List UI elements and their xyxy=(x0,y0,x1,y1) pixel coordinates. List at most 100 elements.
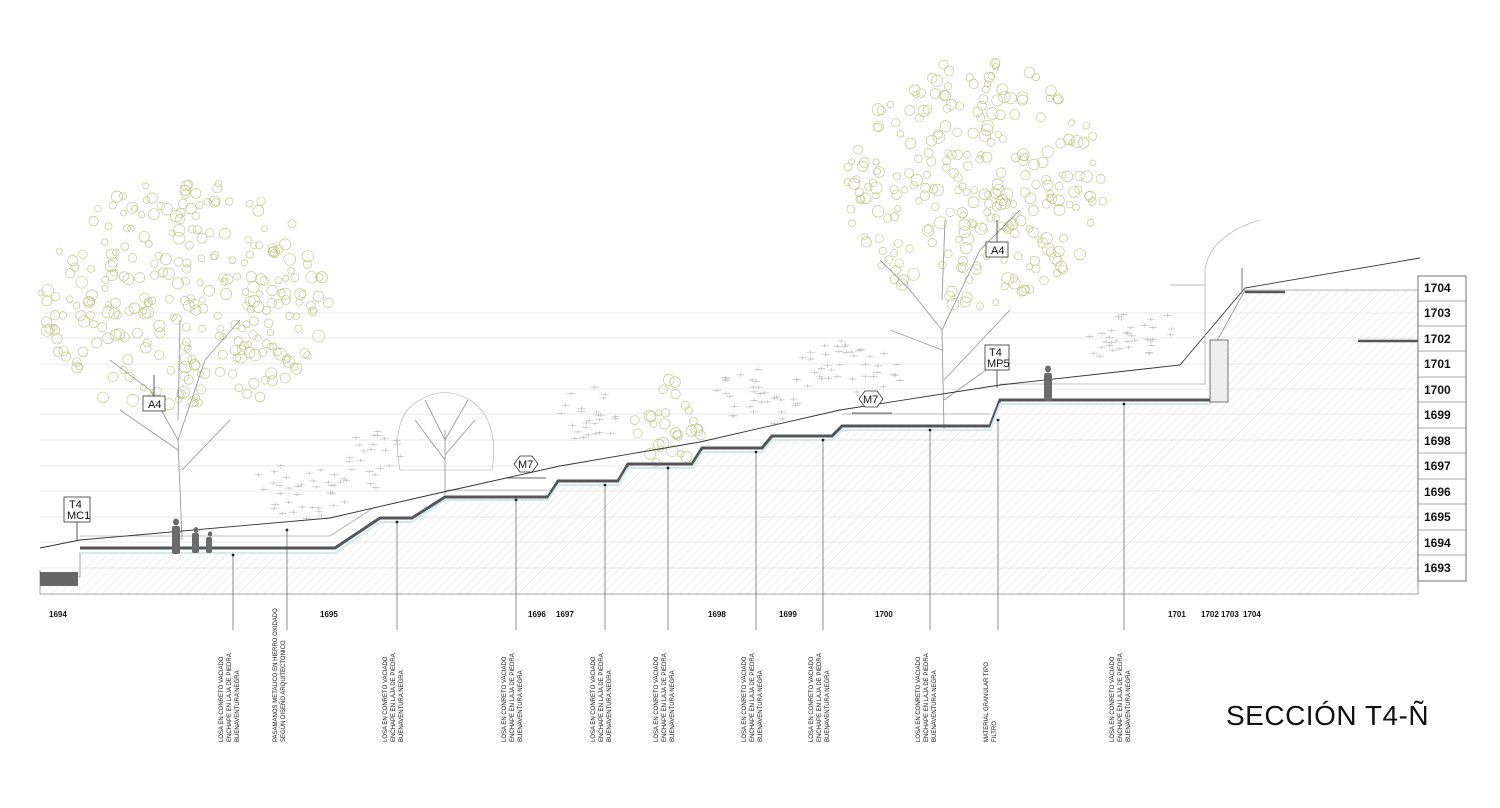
foliage-circle xyxy=(978,188,991,201)
callout-text: BUENAVENTURA NEGRA xyxy=(670,670,676,742)
station-label: 1695 xyxy=(320,610,338,619)
shrub-mark xyxy=(855,348,863,353)
shrub-mark xyxy=(1114,314,1123,319)
shrub-mark xyxy=(879,384,888,389)
foliage-circle xyxy=(1014,252,1023,261)
foliage-circle xyxy=(944,65,955,76)
foliage-circle xyxy=(208,195,221,208)
elevation-label: 1700 xyxy=(1424,383,1451,397)
foliage-circle xyxy=(959,296,971,308)
tag-a4-left: A4 xyxy=(142,375,166,412)
elevation-grid xyxy=(40,312,1418,595)
foliage-circle xyxy=(215,180,223,188)
shrub-mark xyxy=(1145,351,1153,356)
foliage-circle xyxy=(287,267,295,275)
foliage-circle xyxy=(945,207,955,217)
foliage-circle xyxy=(266,342,274,350)
shrub-mark xyxy=(725,394,734,399)
shrub-mark xyxy=(1115,346,1124,351)
shrub-mark xyxy=(1163,313,1172,318)
callout-text: ENCHAPE EN LAJA DE PIEDRA xyxy=(599,653,605,742)
foliage-circle xyxy=(991,202,1002,212)
foliage-circle xyxy=(240,259,248,266)
shrub-mark xyxy=(869,374,878,379)
shrubs xyxy=(254,312,1176,521)
foliage-circle xyxy=(669,376,681,388)
foliage-circle xyxy=(78,315,91,328)
foliage-circle xyxy=(921,224,935,237)
terrain-profile-line xyxy=(39,257,1421,549)
foliage-circle xyxy=(894,205,902,212)
shrub-mark xyxy=(259,487,268,492)
shrub-mark xyxy=(298,504,307,509)
foliage-circle xyxy=(278,287,292,301)
foliage-circle xyxy=(987,72,996,80)
shrub-mark xyxy=(561,403,570,408)
shrub-mark xyxy=(833,374,842,379)
foliage-circle xyxy=(127,225,135,233)
shrub-mark xyxy=(756,391,765,396)
foliage-circle xyxy=(944,290,956,302)
shrub-mark xyxy=(849,353,858,358)
foliage-circle xyxy=(289,362,298,371)
foliage-circle xyxy=(1017,148,1030,161)
foliage-circle xyxy=(1074,185,1083,194)
shrub-mark xyxy=(754,367,762,372)
foliage-circle xyxy=(67,255,79,267)
foliage-circle xyxy=(844,178,852,186)
foliage-circle xyxy=(72,357,82,367)
foliage-circle xyxy=(273,298,284,309)
shrub-mark xyxy=(793,401,802,406)
shrub-mark xyxy=(874,363,882,368)
foliage-circle xyxy=(931,74,943,87)
station-label: 1698 xyxy=(708,610,726,619)
foliage-circle xyxy=(1031,264,1041,274)
shrub-mark xyxy=(330,503,338,508)
foliage-circle xyxy=(685,425,698,437)
foliage-circle xyxy=(140,342,152,354)
foliage-circle xyxy=(986,213,996,222)
foliage-circle xyxy=(1088,131,1098,141)
foliage-circle xyxy=(998,91,1011,104)
foliage-circle xyxy=(644,448,657,460)
foliage-circle xyxy=(872,191,880,199)
foliage-circle xyxy=(1041,145,1054,158)
shrub-mark xyxy=(866,354,875,359)
foliage-circle xyxy=(972,106,983,117)
foliage-circle xyxy=(955,101,965,111)
deciduous-tree-outline xyxy=(397,392,494,471)
foliage-circle xyxy=(970,220,978,228)
callout-dot xyxy=(395,520,399,524)
people xyxy=(172,365,1052,554)
foliage-circle xyxy=(86,289,98,301)
foliage-circle xyxy=(982,85,990,94)
foliage-circle xyxy=(37,289,45,297)
foliage-circle xyxy=(105,301,112,309)
foliage-circle xyxy=(932,130,946,144)
foliage-circle xyxy=(189,359,201,371)
foliage-circle xyxy=(122,273,135,286)
foliage-circle xyxy=(915,113,924,123)
foliage-circle xyxy=(302,259,312,269)
foliage-circle xyxy=(179,184,191,196)
shrub-mark xyxy=(861,374,870,379)
shrub-mark xyxy=(312,484,321,489)
foliage-circle xyxy=(938,89,950,101)
foliage-circle xyxy=(105,260,117,273)
foliage-circle xyxy=(1046,190,1054,198)
foliage-circle xyxy=(873,123,882,132)
elevation-label: 1703 xyxy=(1424,306,1451,320)
shrub-mark xyxy=(601,392,610,397)
tree-trunks xyxy=(109,209,1021,541)
foliage-circle xyxy=(901,186,909,194)
shrub-mark xyxy=(777,409,786,414)
foliage-circle xyxy=(991,59,1001,68)
foliage-circle xyxy=(662,373,675,386)
foliage-circle xyxy=(165,294,174,304)
shrub-mark xyxy=(748,377,757,382)
foliage-circle xyxy=(912,90,920,99)
foliage-circle xyxy=(97,391,109,404)
foliage-circle xyxy=(858,157,870,168)
shrub-mark xyxy=(823,363,832,368)
foliage-circle xyxy=(670,427,682,439)
